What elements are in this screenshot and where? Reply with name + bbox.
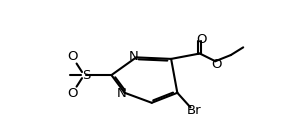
Text: O: O xyxy=(212,58,222,71)
Text: N: N xyxy=(128,50,138,63)
Text: O: O xyxy=(68,87,78,100)
Text: O: O xyxy=(196,33,206,46)
Text: N: N xyxy=(117,87,126,100)
Text: O: O xyxy=(68,50,78,63)
Text: S: S xyxy=(82,69,90,82)
Text: Br: Br xyxy=(186,104,201,117)
